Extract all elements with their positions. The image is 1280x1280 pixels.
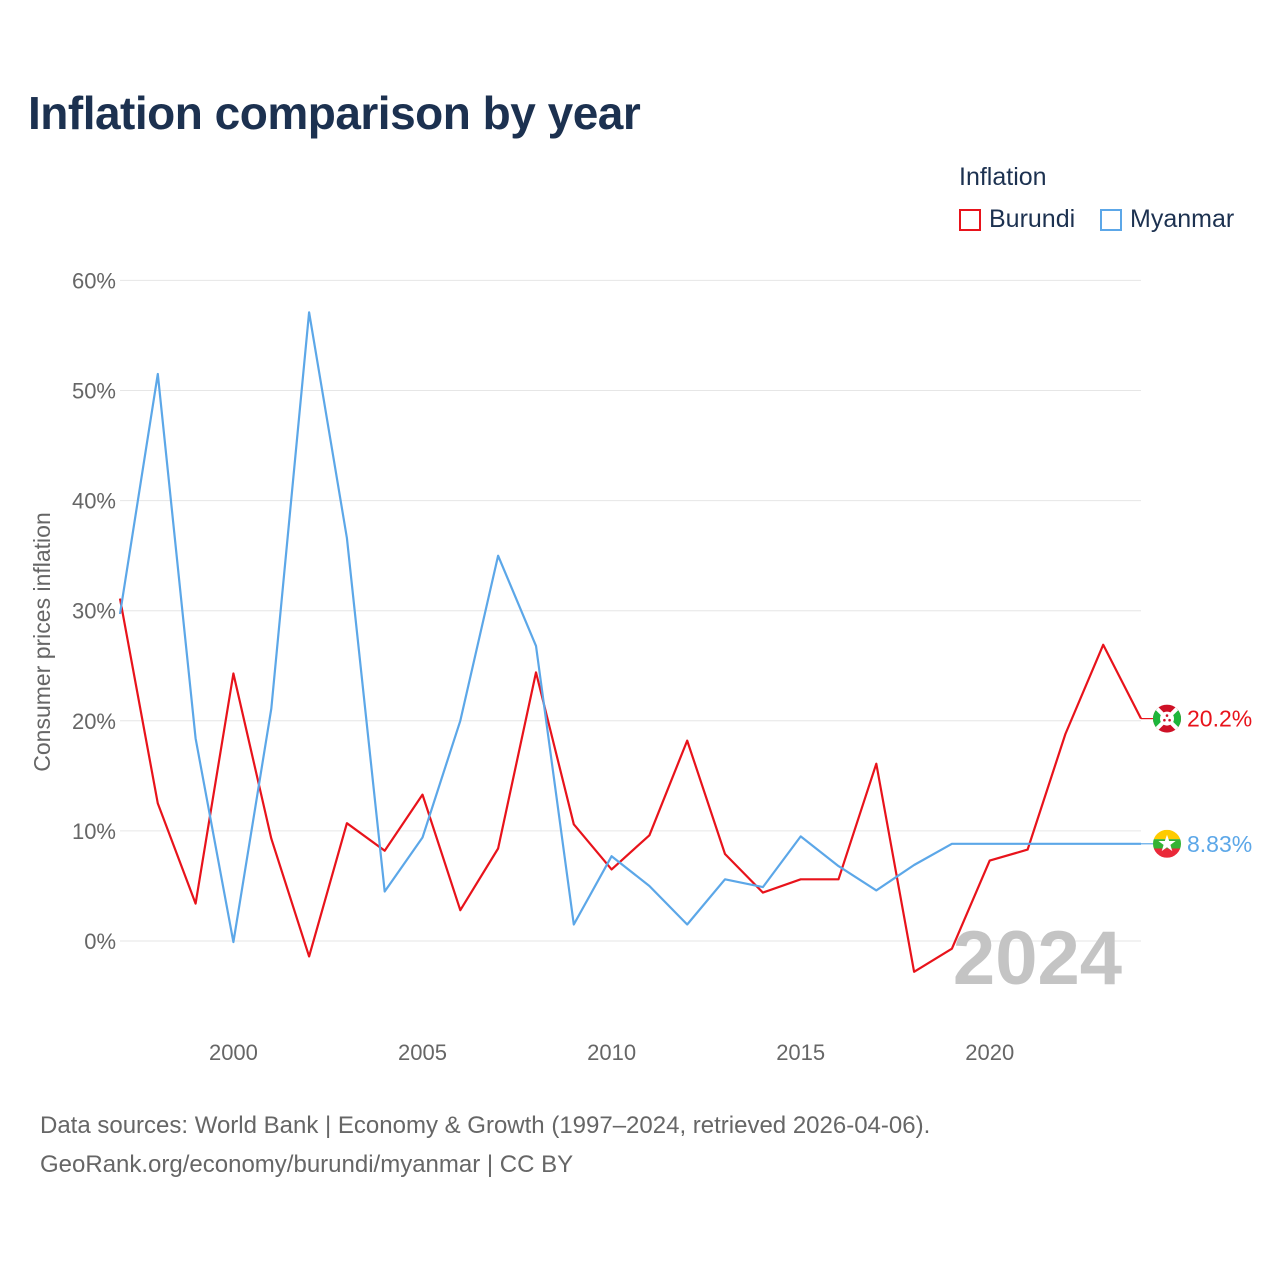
year-watermark: 2024 [953,916,1122,1001]
legend-label-burundi: Burundi [989,205,1076,233]
legend-label-myanmar: Myanmar [1130,205,1235,233]
x-axis-ticks: 2000 2005 2010 2015 2020 [209,1040,1014,1065]
x-tick-label: 2015 [776,1040,825,1065]
footer-source: Data sources: World Bank | Economy & Gro… [40,1106,930,1184]
y-tick-label: 30% [72,599,116,624]
myanmar-end-value: 8.83% [1187,831,1252,857]
burundi-flag-icon [1153,704,1181,733]
x-tick-label: 2010 [587,1040,636,1065]
series-line-burundi [118,598,1142,973]
y-tick-label: 50% [72,379,116,404]
myanmar-flag-icon [1153,829,1181,858]
series-lines [118,311,1153,973]
burundi-end-value: 20.2% [1187,706,1252,732]
legend-item-burundi[interactable]: Burundi [959,205,1075,234]
page-title: Inflation comparison by year [28,87,641,139]
gridlines [120,279,1141,942]
series-line-myanmar [118,311,1141,944]
legend-item-myanmar[interactable]: Myanmar [1100,205,1234,234]
footer-source-line: Data sources: World Bank | Economy & Gro… [40,1112,931,1139]
y-tick-label: 60% [72,268,116,293]
legend-title: Inflation [959,163,1047,191]
y-tick-label: 10% [72,819,116,844]
y-axis-title: Consumer prices inflation [29,512,55,772]
y-tick-label: 0% [84,929,116,954]
series-endpoints: 20.2% 8.83% [1153,704,1252,858]
legend-swatch-burundi [959,208,981,231]
x-tick-label: 2000 [209,1040,258,1065]
x-tick-label: 2005 [398,1040,447,1065]
footer-link[interactable]: GeoRank.org/economy/burundi/myanmar | CC… [40,1151,574,1178]
y-axis-ticks: 0% 10% 20% 30% 40% 50% 60% [72,268,116,954]
y-tick-label: 40% [72,489,116,514]
y-tick-label: 20% [72,709,116,734]
inflation-line-chart: 0% 10% 20% 30% 40% 50% 60% 2000 2005 2010 2015 202… [29,268,1252,1065]
x-tick-label: 2020 [965,1040,1014,1065]
legend-swatch-myanmar [1100,208,1122,231]
